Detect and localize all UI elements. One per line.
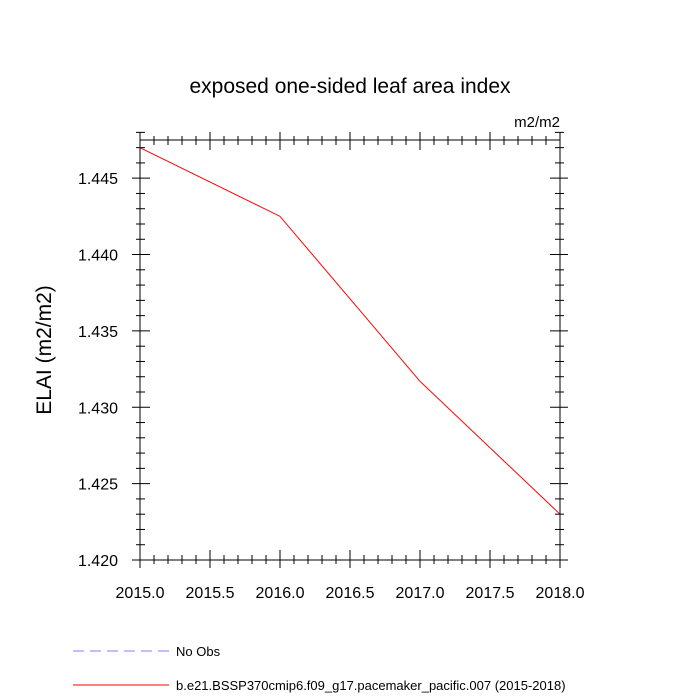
units-label: m2/m2 xyxy=(514,114,560,131)
tick-labels: 2015.0 2015.5 2016.0 2016.5 2017.0 2017.5 2018… xyxy=(78,171,585,602)
x-tick-label: 2015.0 xyxy=(116,585,165,602)
axis-ticks xyxy=(132,131,568,568)
legend-label-no-obs: No Obs xyxy=(176,644,221,659)
series-line-0 xyxy=(139,147,561,515)
y-tick-label: 1.435 xyxy=(78,324,118,341)
y-tick-label: 1.425 xyxy=(78,477,118,494)
x-tick-label: 2015.5 xyxy=(186,585,235,602)
y-tick-label: 1.420 xyxy=(78,553,118,570)
y-tick-label: 1.445 xyxy=(78,171,118,188)
x-tick-label: 2017.0 xyxy=(396,585,445,602)
legend: No Obs b.e21.BSSP370cmip6.f09_g17.pacema… xyxy=(73,644,566,693)
x-tick-label: 2018.0 xyxy=(536,585,585,602)
plot-frame xyxy=(139,139,561,561)
y-tick-label: 1.440 xyxy=(78,248,118,265)
series-lines xyxy=(139,147,561,515)
chart-title: exposed one-sided leaf area index xyxy=(189,75,511,98)
x-tick-label: 2016.0 xyxy=(256,585,305,602)
y-tick-label: 1.430 xyxy=(78,400,118,417)
x-tick-label: 2017.5 xyxy=(466,585,515,602)
y-axis-label: ELAI (m2/m2) xyxy=(33,285,56,415)
legend-label-model-run: b.e21.BSSP370cmip6.f09_g17.pacemaker_pac… xyxy=(176,678,566,693)
x-tick-label: 2016.5 xyxy=(326,585,375,602)
